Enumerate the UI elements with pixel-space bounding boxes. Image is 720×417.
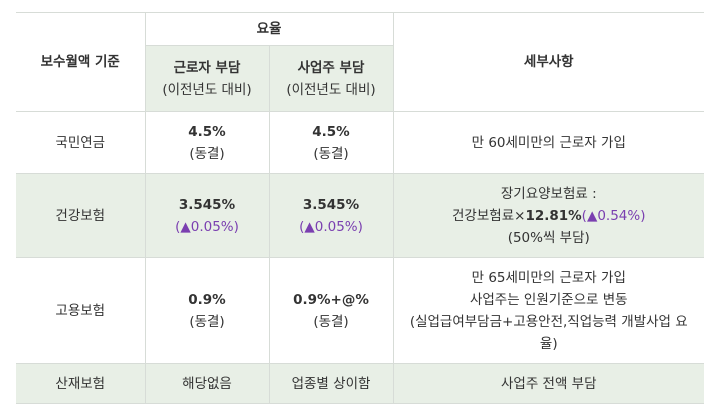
- row-name: 건강보험: [16, 173, 145, 258]
- employee-cell: 3.545% (▲0.05%): [144, 173, 269, 258]
- header-details: 세부사항: [392, 12, 704, 112]
- employee-rate: 0.9%: [188, 291, 226, 308]
- detail-cell: 만 65세미만의 근로자 가입 사업주는 인원기준으로 변동 (실업급여부담금+…: [392, 257, 704, 364]
- employer-rate: 4.5%: [312, 123, 350, 140]
- detail-line: 장기요양보험료 :: [500, 185, 597, 202]
- detail-change: (▲0.54%): [581, 207, 646, 224]
- employee-cell: 해당없음: [144, 363, 269, 404]
- employee-note: (동결): [189, 313, 225, 330]
- employee-note: (동결): [189, 145, 225, 162]
- row-name: 국민연금: [16, 111, 145, 174]
- detail-cell: 만 60세미만의 근로자 가입: [392, 111, 704, 174]
- row-name: 고용보험: [16, 257, 145, 364]
- employer-cell: 업종별 상이함: [268, 363, 393, 404]
- insurance-rate-table: 보수월액 기준 요율 세부사항 근로자 부담 (이전년도 대비) 사업주 부담 …: [16, 12, 704, 404]
- header-employer-vs-prev: (이전년도 대비): [286, 81, 376, 98]
- employee-rate: 4.5%: [188, 123, 226, 140]
- header-base-col: 보수월액 기준: [16, 12, 145, 112]
- detail-cell: 장기요양보험료 : 건강보험료×12.81%(▲0.54%) (50%씩 부담): [392, 173, 705, 258]
- employer-cell: 4.5% (동결): [268, 111, 393, 174]
- employee-note: (▲0.05%): [175, 218, 239, 235]
- detail-line: 율): [539, 335, 558, 352]
- employer-rate: 3.545%: [302, 196, 360, 213]
- row-name: 산재보험: [16, 363, 145, 404]
- detail-rate: 12.81%: [525, 207, 582, 224]
- detail-line: (50%씩 부담): [507, 229, 590, 246]
- employer-rate: 0.9%+@%: [293, 291, 369, 308]
- header-employee: 근로자 부담 (이전년도 대비): [144, 45, 269, 112]
- employer-note: (▲0.05%): [299, 218, 363, 235]
- detail-text: 건강보험료×: [452, 207, 526, 224]
- detail-line: 건강보험료×12.81%(▲0.54%): [394, 205, 705, 227]
- detail-line: 사업주는 인원기준으로 변동: [469, 291, 628, 308]
- header-employer-label: 사업주 부담: [297, 59, 365, 76]
- employer-note: (동결): [313, 313, 349, 330]
- employer-cell: 3.545% (▲0.05%): [268, 173, 393, 258]
- employee-cell: 0.9% (동결): [144, 257, 269, 364]
- detail-line: 만 65세미만의 근로자 가입: [471, 269, 626, 286]
- insurance-rate-table-container: 보수월액 기준 요율 세부사항 근로자 부담 (이전년도 대비) 사업주 부담 …: [16, 12, 704, 404]
- employee-rate: 3.545%: [178, 196, 236, 213]
- header-employer: 사업주 부담 (이전년도 대비): [268, 45, 393, 112]
- detail-cell: 사업주 전액 부담: [392, 363, 704, 404]
- employer-cell: 0.9%+@% (동결): [268, 257, 393, 364]
- table-row: 고용보험 0.9% (동결) 0.9%+@% (동결) 만 65세미만의 근로자…: [16, 257, 704, 364]
- employer-note: (동결): [313, 145, 349, 162]
- table-row: 산재보험 해당없음 업종별 상이함 사업주 전액 부담: [16, 363, 704, 404]
- header-rate-group: 요율: [144, 12, 393, 46]
- employee-cell: 4.5% (동결): [144, 111, 269, 174]
- header-employee-vs-prev: (이전년도 대비): [162, 81, 252, 98]
- detail-line: (실업급여부담금+고용안전,직업능력 개발사업 요: [409, 313, 688, 330]
- table-row: 건강보험 3.545% (▲0.05%) 3.545% (▲0.05%) 장기요…: [16, 173, 705, 258]
- table-row: 국민연금 4.5% (동결) 4.5% (동결) 만 60세미만의 근로자 가입: [16, 111, 704, 174]
- header-employee-label: 근로자 부담: [173, 59, 241, 76]
